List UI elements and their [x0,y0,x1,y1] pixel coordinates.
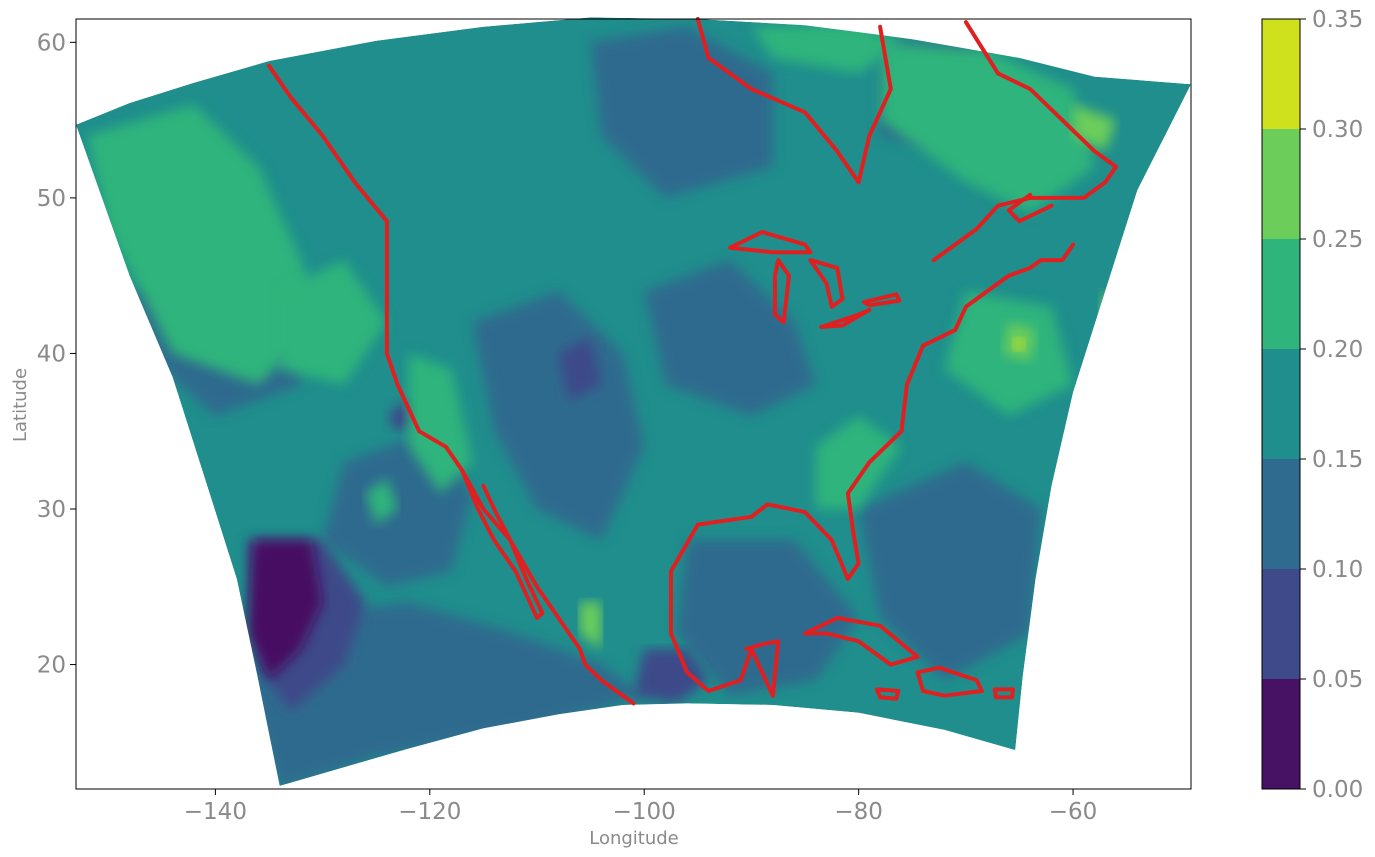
coastline-pacific [267,63,636,706]
contour-peak-level-nova-scotia [1108,297,1116,310]
hispaniola-outline [915,665,984,698]
x-axis-label: Longitude [589,828,679,849]
contour-minimum-level-pacific [247,540,323,681]
colorbar-frame [1261,18,1301,790]
y-tick-label: 60 [37,30,66,56]
colorbar-segment [1262,569,1300,679]
colorbar-segment [1262,349,1300,459]
colorbar-segment [1262,679,1300,789]
lake-michigan-outline [773,258,791,325]
contour-high-level-west-coast-offshore [279,260,387,385]
contour-peak-level-atlantic [1013,337,1025,351]
colorbar-segment [1262,19,1300,129]
contour-low-level-gulf [676,540,859,696]
plot-area [75,17,1192,790]
contour-field [76,17,1191,786]
x-tick-label: −60 [1049,799,1098,825]
colorbar-tick-label: 0.25 [1312,227,1363,253]
contour-high-level-pacific-spot [365,477,398,525]
colorbar-segment [1262,459,1300,569]
puerto-rico-outline [992,687,1015,700]
x-tick-label: −80 [834,799,883,825]
x-axis: −140 −120 −100 −80 −60 [184,789,1098,825]
colorbar-segment [1262,239,1300,349]
contour-very-low-level-mexico [633,649,709,704]
colorbar-tick-label: 0.05 [1312,667,1363,693]
colorbar-tick-label: 0.35 [1312,7,1363,33]
coastline-gulf-of-mexico [669,242,1076,698]
y-axis: 20 30 40 50 60 [37,30,76,679]
coastlines [267,17,1118,706]
lake-superior-outline [728,230,813,255]
y-tick-label: 40 [37,341,66,367]
colorbar-tick-label: 0.30 [1312,117,1363,143]
contour-high-level-labrador [880,42,1095,214]
colorbar-tick-label: 0.20 [1312,337,1363,363]
contour-high-level-southeast [815,415,902,509]
contour-very-low-level-rockies [558,337,602,401]
y-axis-label: Latitude [10,368,31,442]
contour-high-level-sierra [408,353,473,494]
colorbar-tick-label: 0.00 [1312,777,1363,803]
coastline-labrador [931,20,1118,263]
colorbar-tick-label: 0.15 [1312,447,1363,473]
contour-low-level-west-interior [472,291,645,541]
jamaica-outline [874,687,901,701]
lake-huron-outline [808,258,845,309]
colorbar: 0.00 0.05 0.10 0.15 0.20 0.25 0.30 0.35 [1261,7,1363,803]
y-tick-label: 20 [37,653,66,679]
coastline-gulf-of-st-lawrence [1006,192,1054,224]
coastline-baja [460,468,545,620]
colorbar-tick-label: 0.10 [1312,557,1363,583]
contour-very-high-level-sierra-madre [579,602,602,649]
lake-erie-outline [819,307,872,329]
colorbar-segment [1262,129,1300,239]
y-tick-label: 30 [37,497,66,523]
contour-low-level-atlantic [858,462,1041,681]
contour-low-level-central-plains [644,260,816,416]
plot-frame [75,18,1192,790]
x-tick-label: −140 [184,799,247,825]
lake-ontario-outline [862,292,902,308]
cuba-outline [803,615,920,667]
contour-high-level-hudson [751,23,902,74]
x-tick-label: −100 [613,799,676,825]
y-tick-label: 50 [37,186,66,212]
coastline-hudson [695,17,893,185]
contour-high-level-gulf-of-alaska [86,104,323,385]
coastline-yucatan [744,639,781,698]
x-tick-label: −120 [398,799,461,825]
